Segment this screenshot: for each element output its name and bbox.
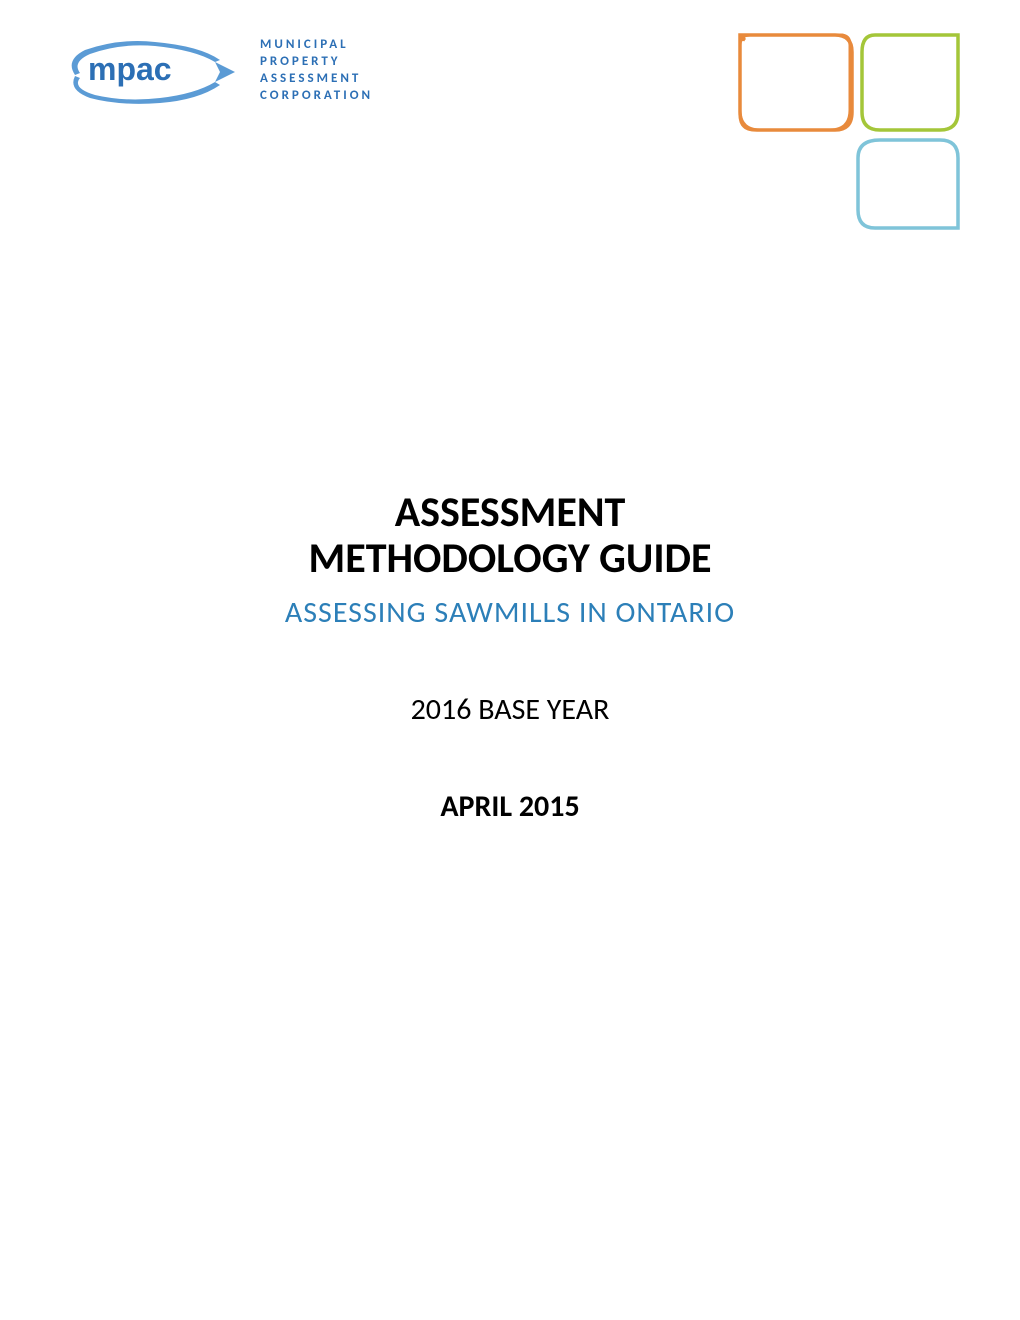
base-year: 2016 BASE YEAR — [60, 691, 960, 728]
logo-text-line-1: MUNICIPAL — [260, 37, 373, 52]
logo-text-line-2: PROPERTY — [260, 54, 373, 69]
logo-text: MUNICIPAL PROPERTY ASSESSMENT CORPORATIO… — [260, 37, 373, 103]
leaf-shapes-icon — [730, 30, 960, 230]
title-line-1: ASSESSMENT — [60, 490, 960, 536]
content: ASSESSMENT METHODOLOGY GUIDE ASSESSING S… — [0, 490, 1020, 825]
svg-text:mpac: mpac — [88, 51, 172, 87]
mpac-logo: mpac — [60, 30, 240, 110]
logo-text-line-3: ASSESSMENT — [260, 71, 373, 86]
header: mpac MUNICIPAL PROPERTY ASSESSMENT CORPO… — [0, 0, 1020, 230]
logo-text-line-4: CORPORATION — [260, 88, 373, 103]
subtitle: ASSESSING SAWMILLS IN ONTARIO — [60, 594, 960, 631]
title-line-2: METHODOLOGY GUIDE — [60, 536, 960, 582]
date: APRIL 2015 — [60, 788, 960, 825]
logo-section: mpac MUNICIPAL PROPERTY ASSESSMENT CORPO… — [60, 30, 373, 110]
